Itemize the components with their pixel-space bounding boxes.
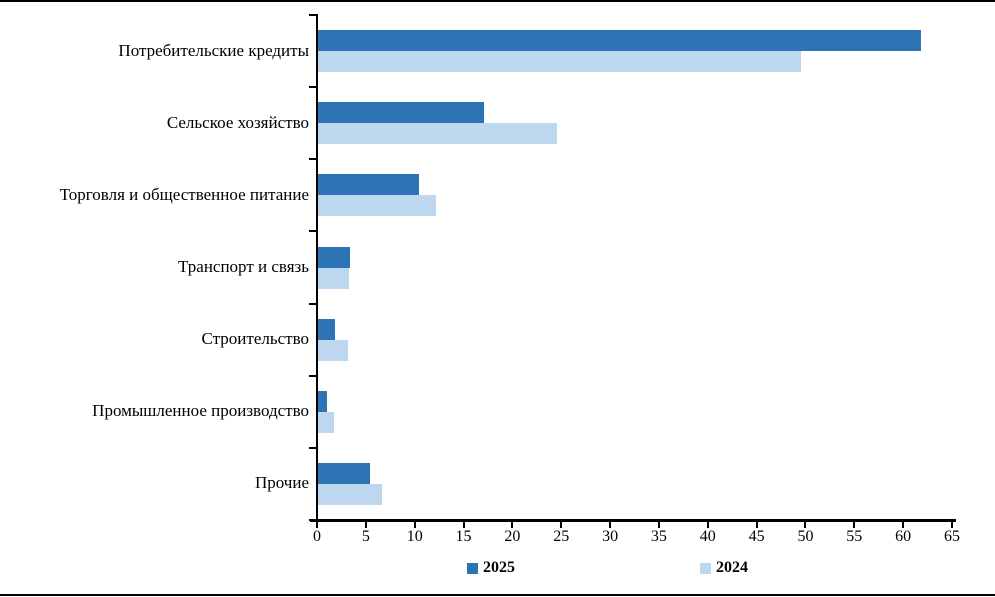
x-axis-tick-label: 45 — [748, 528, 765, 545]
x-axis-tick-label: 50 — [797, 528, 814, 545]
y-axis-tick — [309, 14, 317, 16]
x-axis-tick — [657, 522, 660, 528]
bar-2024 — [318, 51, 801, 73]
bar-2024 — [318, 339, 349, 361]
bar-2024 — [318, 195, 437, 217]
x-axis-tick-label: 0 — [313, 528, 321, 545]
y-axis-tick — [309, 86, 317, 89]
category-label: Прочие — [254, 473, 309, 493]
x-axis-tick-label: 15 — [455, 528, 472, 545]
x-axis-tick-label: 30 — [602, 528, 619, 545]
category-label: Потребительские кредиты — [118, 40, 309, 60]
legend-item-2025: 2025 — [467, 559, 515, 577]
bar-2025 — [318, 318, 335, 340]
legend-swatch-2025 — [467, 562, 478, 574]
x-axis-tick — [609, 522, 612, 528]
x-axis-tick-label: 10 — [406, 528, 423, 545]
x-axis-tick — [951, 522, 953, 528]
bottom-border-line — [0, 594, 995, 596]
x-axis-tick — [804, 522, 807, 528]
category-label: Торговля и общественное питание — [59, 184, 309, 204]
x-axis-tick — [511, 522, 514, 528]
bar-2025 — [318, 174, 419, 196]
y-axis-tick — [309, 374, 317, 377]
legend-swatch-2024 — [700, 562, 711, 574]
x-axis-tick — [316, 522, 318, 528]
category-label: Строительство — [201, 329, 309, 349]
x-axis-line — [310, 519, 956, 522]
bar-2024 — [318, 123, 558, 145]
x-axis-tick — [706, 522, 709, 528]
x-axis-tick — [462, 522, 465, 528]
y-axis-tick — [309, 230, 317, 233]
bar-2025 — [318, 30, 921, 52]
x-axis-tick — [853, 522, 856, 528]
bar-2025 — [318, 462, 370, 484]
bar-2024 — [318, 267, 350, 289]
bar-2025 — [318, 390, 327, 412]
top-border-line — [0, 0, 995, 2]
legend-label-2024: 2024 — [716, 559, 748, 576]
legend-item-2024: 2024 — [700, 559, 748, 577]
x-axis-tick-label: 60 — [895, 528, 912, 545]
x-axis-tick — [755, 522, 758, 528]
x-axis-tick-label: 40 — [699, 528, 716, 545]
bar-2024 — [318, 411, 334, 433]
bar-2025 — [318, 246, 351, 268]
x-axis-tick-label: 65 — [944, 528, 960, 545]
y-axis-tick — [309, 302, 317, 305]
category-label: Сельское хозяйство — [166, 112, 309, 132]
y-axis-tick — [309, 158, 317, 161]
category-label: Транспорт и связь — [178, 257, 309, 277]
x-axis-tick — [364, 522, 367, 528]
x-axis-tick-label: 20 — [504, 528, 521, 545]
y-axis-tick — [309, 446, 317, 449]
legend-label-2025: 2025 — [483, 559, 515, 576]
y-axis-line — [316, 14, 318, 522]
x-axis-tick-label: 5 — [361, 528, 370, 545]
x-axis-tick-label: 35 — [650, 528, 667, 545]
x-axis-tick-label: 55 — [846, 528, 863, 545]
bar-2024 — [318, 483, 382, 505]
x-axis-tick-label: 25 — [553, 528, 570, 545]
x-axis-tick — [413, 522, 416, 528]
x-axis-tick — [560, 522, 563, 528]
bar-2025 — [318, 102, 485, 124]
x-axis-tick — [902, 522, 905, 528]
category-label: Промышленное производство — [92, 401, 309, 421]
